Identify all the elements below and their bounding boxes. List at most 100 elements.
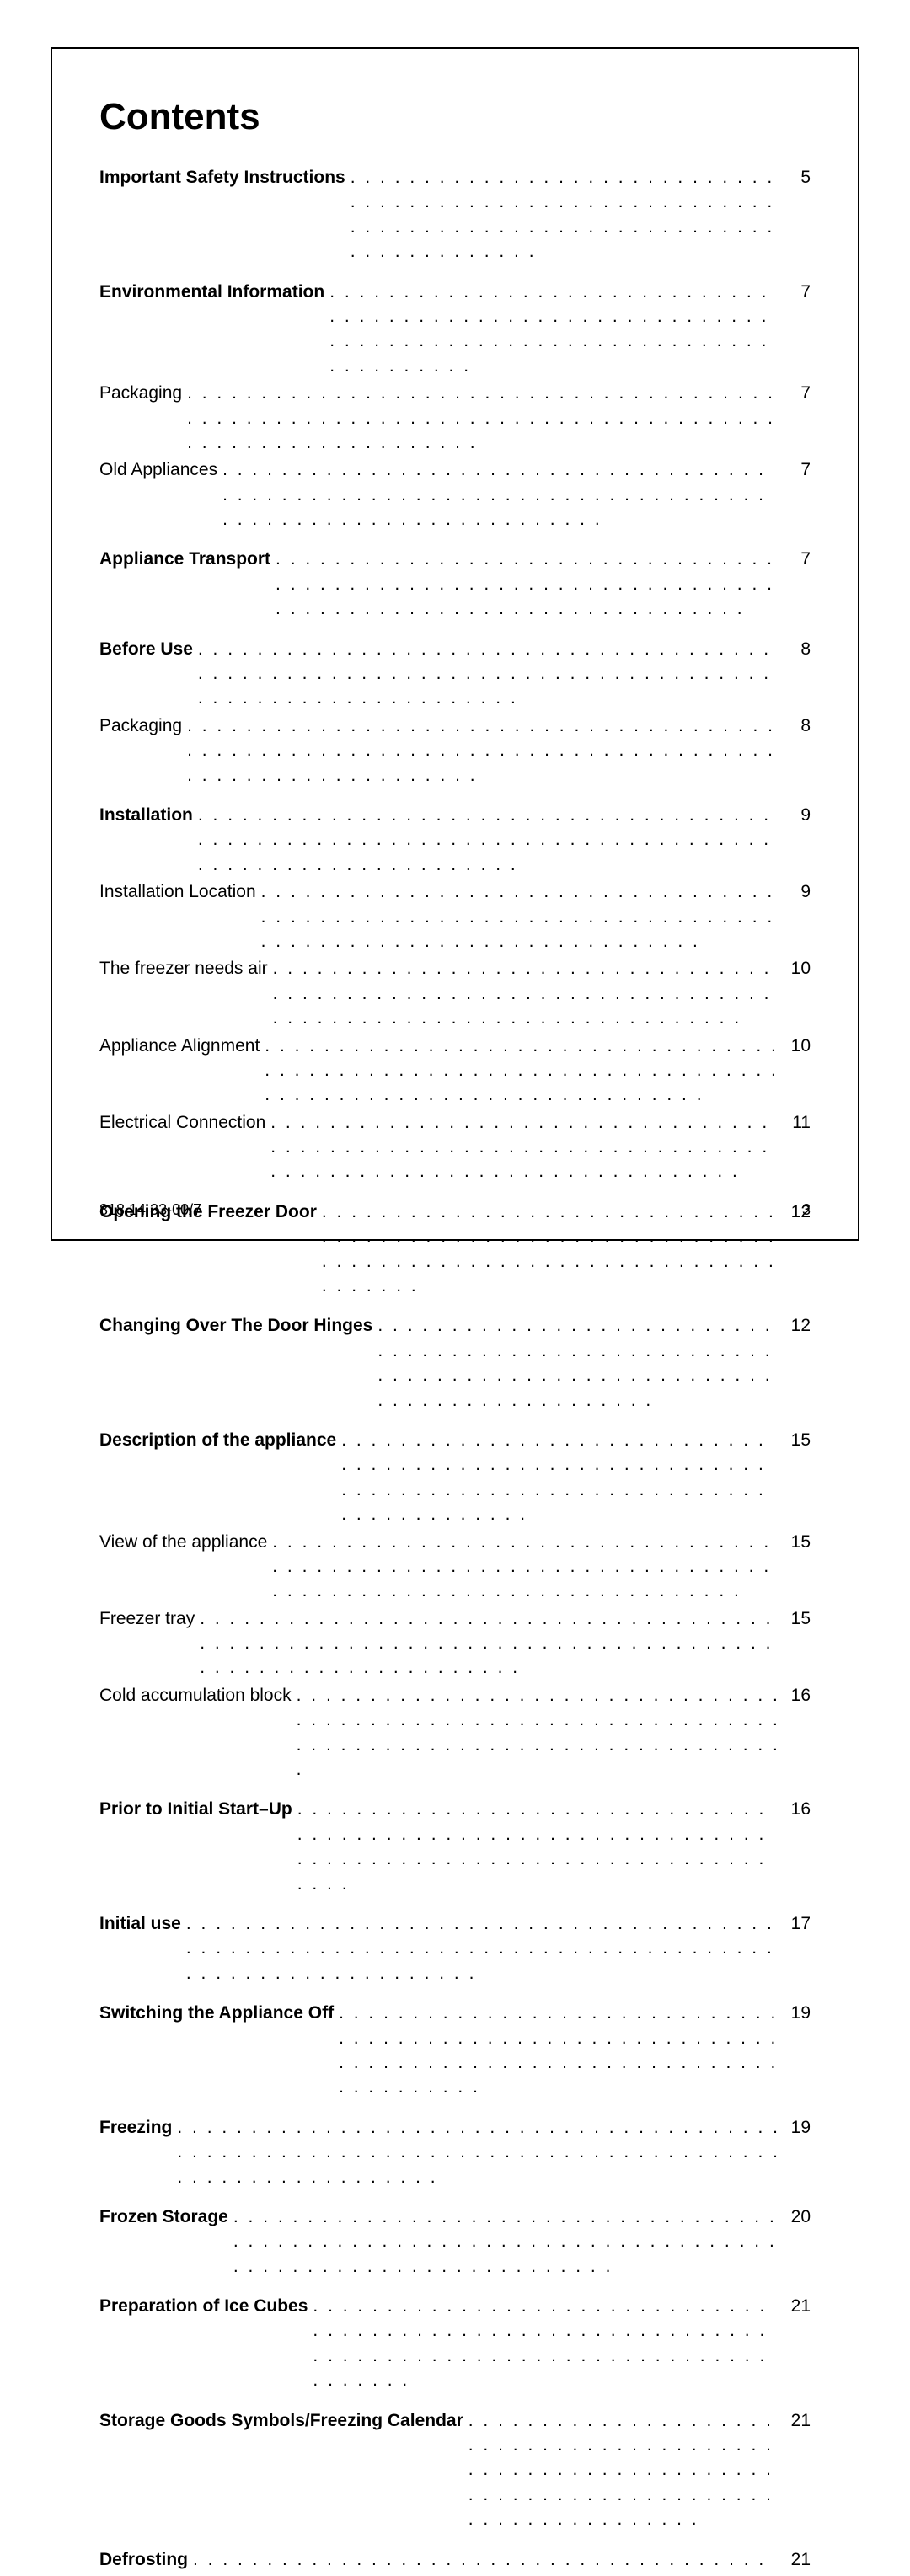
toc-entry-page: 9	[785, 803, 811, 827]
toc-section: Changing Over The Door Hinges. . . . . .…	[99, 1313, 811, 1413]
toc-row: Description of the appliance. . . . . . …	[99, 1428, 811, 1527]
toc-row: Important Safety Instructions. . . . . .…	[99, 165, 811, 265]
toc-row: The freezer needs air. . . . . . . . . .…	[99, 956, 811, 1030]
toc-entry-page: 19	[785, 2001, 811, 2025]
toc-entry-label: Installation	[99, 803, 193, 827]
toc-dots: . . . . . . . . . . . . . . . . . . . . …	[187, 713, 780, 788]
toc-dots: . . . . . . . . . . . . . . . . . . . . …	[233, 2205, 780, 2279]
toc-entry-label: Packaging	[99, 713, 182, 738]
toc-dots: . . . . . . . . . . . . . . . . . . . . …	[198, 803, 780, 877]
toc-entry-page: 15	[785, 1606, 811, 1631]
toc-entry-page: 15	[785, 1530, 811, 1554]
toc-entry-page: 17	[785, 1911, 811, 1936]
toc-entry-label: Initial use	[99, 1911, 181, 1936]
toc-row: Appliance Alignment. . . . . . . . . . .…	[99, 1034, 811, 1108]
toc-dots: . . . . . . . . . . . . . . . . . . . . …	[329, 280, 780, 379]
toc-row: Electrical Connection. . . . . . . . . .…	[99, 1110, 811, 1184]
toc-entry-page: 7	[785, 381, 811, 405]
toc-row: Environmental Information. . . . . . . .…	[99, 280, 811, 379]
toc-dots: . . . . . . . . . . . . . . . . . . . . …	[297, 1797, 780, 1896]
toc-row: Packaging. . . . . . . . . . . . . . . .…	[99, 713, 811, 788]
toc-section: Description of the appliance. . . . . . …	[99, 1428, 811, 1782]
toc-entry-label: Old Appliances	[99, 457, 217, 482]
toc-entry-page: 8	[785, 713, 811, 738]
toc-entry-page: 21	[785, 2294, 811, 2318]
toc-row: Storage Goods Symbols/Freezing Calendar.…	[99, 2408, 811, 2532]
toc-row: Changing Over The Door Hinges. . . . . .…	[99, 1313, 811, 1413]
toc-dots: . . . . . . . . . . . . . . . . . . . . …	[377, 1313, 780, 1413]
toc-dots: . . . . . . . . . . . . . . . . . . . . …	[187, 381, 780, 455]
toc-entry-label: Appliance Alignment	[99, 1034, 260, 1058]
footer-doc-id: 818 14 33-00/7	[99, 1201, 201, 1219]
toc-entry-page: 20	[785, 2205, 811, 2229]
toc-entry-label: Prior to Initial Start–Up	[99, 1797, 292, 1821]
toc-section: Frozen Storage. . . . . . . . . . . . . …	[99, 2205, 811, 2279]
toc-section: Before Use. . . . . . . . . . . . . . . …	[99, 637, 811, 788]
toc-row: Cold accumulation block. . . . . . . . .…	[99, 1683, 811, 1782]
toc-entry-page: 12	[785, 1313, 811, 1338]
toc-entry-label: Storage Goods Symbols/Freezing Calendar	[99, 2408, 463, 2433]
toc-dots: . . . . . . . . . . . . . . . . . . . . …	[297, 1683, 780, 1782]
toc-entry-page: 9	[785, 879, 811, 904]
toc-dots: . . . . . . . . . . . . . . . . . . . . …	[341, 1428, 780, 1527]
toc-entry-label: Freezer tray	[99, 1606, 195, 1631]
toc-entry-page: 11	[785, 1110, 811, 1135]
toc-entry-label: Preparation of Ice Cubes	[99, 2294, 308, 2318]
toc-dots: . . . . . . . . . . . . . . . . . . . . …	[193, 2547, 780, 2576]
footer-page-number: 3	[802, 1201, 811, 1219]
toc-entry-label: Cold accumulation block	[99, 1683, 292, 1708]
toc-entry-label: Appliance Transport	[99, 547, 270, 571]
toc-section: Appliance Transport. . . . . . . . . . .…	[99, 547, 811, 621]
page-footer: 818 14 33-00/7 3	[99, 1201, 811, 1219]
toc-row: Old Appliances. . . . . . . . . . . . . …	[99, 457, 811, 532]
toc-dots: . . . . . . . . . . . . . . . . . . . . …	[276, 547, 780, 621]
toc-dots: . . . . . . . . . . . . . . . . . . . . …	[222, 457, 780, 532]
toc-entry-label: Description of the appliance	[99, 1428, 336, 1452]
toc-section: Installation. . . . . . . . . . . . . . …	[99, 803, 811, 1184]
toc-dots: . . . . . . . . . . . . . . . . . . . . …	[186, 1911, 780, 1985]
toc-entry-label: Electrical Connection	[99, 1110, 265, 1135]
toc-section: Preparation of Ice Cubes. . . . . . . . …	[99, 2294, 811, 2393]
toc-section: Storage Goods Symbols/Freezing Calendar.…	[99, 2408, 811, 2532]
toc-row: Preparation of Ice Cubes. . . . . . . . …	[99, 2294, 811, 2393]
toc-entry-label: Frozen Storage	[99, 2205, 228, 2229]
toc-row: Defrosting. . . . . . . . . . . . . . . …	[99, 2547, 811, 2576]
page-container: Contents Important Safety Instructions. …	[51, 47, 859, 1241]
toc-row: Switching the Appliance Off. . . . . . .…	[99, 2001, 811, 2100]
toc-entry-page: 5	[785, 165, 811, 190]
toc-entry-label: Defrosting	[99, 2547, 188, 2572]
toc-entry-label: Environmental Information	[99, 280, 324, 304]
contents-heading: Contents	[99, 96, 811, 138]
toc-entry-page: 19	[785, 2115, 811, 2140]
toc-dots: . . . . . . . . . . . . . . . . . . . . …	[313, 2294, 780, 2393]
toc-entry-page: 16	[785, 1683, 811, 1708]
toc-entry-page: 7	[785, 547, 811, 571]
toc-entry-label: Freezing	[99, 2115, 172, 2140]
toc-row: Freezer tray. . . . . . . . . . . . . . …	[99, 1606, 811, 1681]
toc-section: Defrosting. . . . . . . . . . . . . . . …	[99, 2547, 811, 2576]
toc-entry-page: 16	[785, 1797, 811, 1821]
toc-dots: . . . . . . . . . . . . . . . . . . . . …	[270, 1110, 780, 1184]
toc-dots: . . . . . . . . . . . . . . . . . . . . …	[177, 2115, 780, 2189]
toc-dots: . . . . . . . . . . . . . . . . . . . . …	[351, 165, 780, 265]
toc-entry-label: Changing Over The Door Hinges	[99, 1313, 372, 1338]
toc-entry-page: 7	[785, 457, 811, 482]
toc-dots: . . . . . . . . . . . . . . . . . . . . …	[200, 1606, 780, 1681]
toc-entry-label: The freezer needs air	[99, 956, 268, 981]
toc-entry-label: View of the appliance	[99, 1530, 267, 1554]
toc-entry-label: Packaging	[99, 381, 182, 405]
toc-row: Packaging. . . . . . . . . . . . . . . .…	[99, 381, 811, 455]
toc-dots: . . . . . . . . . . . . . . . . . . . . …	[468, 2408, 780, 2532]
toc-row: View of the appliance. . . . . . . . . .…	[99, 1530, 811, 1604]
toc-row: Appliance Transport. . . . . . . . . . .…	[99, 547, 811, 621]
toc-dots: . . . . . . . . . . . . . . . . . . . . …	[198, 637, 780, 711]
toc-entry-label: Before Use	[99, 637, 193, 661]
toc-section: Environmental Information. . . . . . . .…	[99, 280, 811, 532]
toc-dots: . . . . . . . . . . . . . . . . . . . . …	[273, 956, 780, 1030]
toc-section: Switching the Appliance Off. . . . . . .…	[99, 2001, 811, 2100]
toc-row: Initial use. . . . . . . . . . . . . . .…	[99, 1911, 811, 1985]
toc-entry-page: 10	[785, 1034, 811, 1058]
toc-dots: . . . . . . . . . . . . . . . . . . . . …	[261, 879, 780, 954]
toc-section: Prior to Initial Start–Up. . . . . . . .…	[99, 1797, 811, 1896]
toc-dots: . . . . . . . . . . . . . . . . . . . . …	[265, 1034, 780, 1108]
